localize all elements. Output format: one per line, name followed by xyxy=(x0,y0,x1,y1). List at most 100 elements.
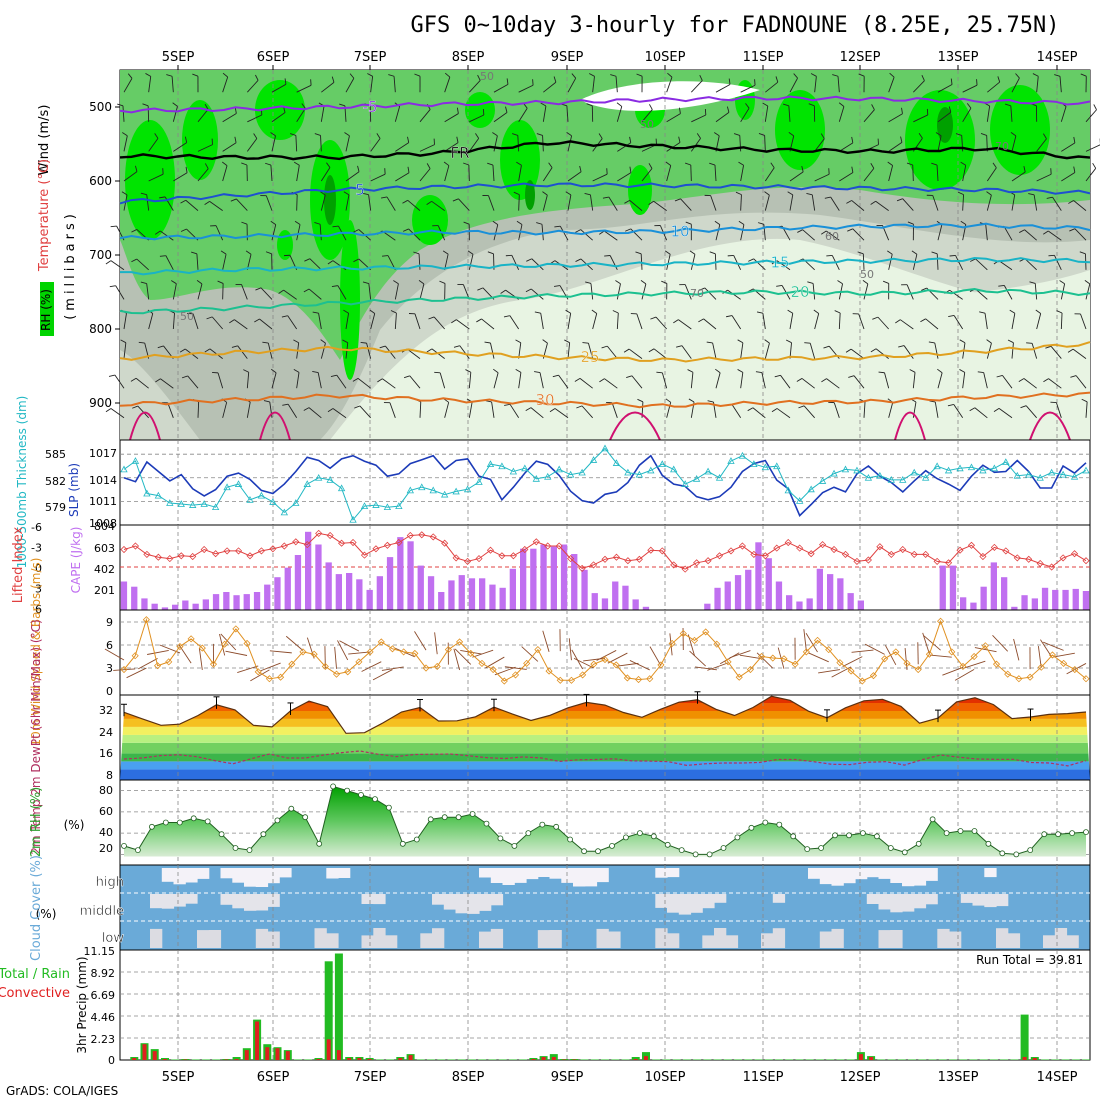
wind-barb-flag xyxy=(588,73,595,77)
wind-speed-marker xyxy=(165,658,173,666)
wind-barb-flag xyxy=(896,198,903,202)
wind-barb xyxy=(851,200,865,211)
surface-wind-barb xyxy=(616,662,639,667)
rh-marker xyxy=(887,845,894,851)
cloud-block-middle xyxy=(866,894,880,904)
wind-barb xyxy=(296,224,301,241)
li-marker xyxy=(750,550,758,558)
li-marker xyxy=(166,555,174,563)
cape-bar xyxy=(427,576,435,610)
wind-barb-flag xyxy=(154,133,159,139)
surface-wind-barb xyxy=(285,635,304,651)
cloud-block-low xyxy=(772,928,786,948)
cape-bar xyxy=(990,562,997,610)
wind-barb-flag xyxy=(648,200,654,205)
surface-wind-barb xyxy=(372,669,393,681)
precip-total-bar xyxy=(304,1059,313,1060)
precip-total-bar xyxy=(723,1059,732,1060)
rh-marker xyxy=(260,831,267,838)
cape-tick-label: 402 xyxy=(94,563,115,576)
wind-barb-flag xyxy=(303,407,310,411)
wind-barb-flag xyxy=(281,315,288,318)
wind-barb xyxy=(1048,230,1062,241)
wind-barb xyxy=(962,372,966,389)
wind-barb-flag xyxy=(1046,196,1053,199)
cape-bar xyxy=(1031,598,1038,610)
wind-barb-flag xyxy=(487,162,494,166)
wind-barb-flag xyxy=(676,345,683,348)
wind-barb xyxy=(308,288,322,300)
thickness-marker xyxy=(830,469,838,477)
wind-barb-flag xyxy=(130,377,137,382)
rh-marker xyxy=(623,834,629,841)
wind-barb xyxy=(863,283,869,300)
pressure-tick-label: 700 xyxy=(89,248,112,262)
wind-barb-flag xyxy=(1045,345,1052,349)
cloud-block-middle xyxy=(361,894,374,904)
cape-bar xyxy=(806,598,813,610)
thickness-marker xyxy=(1002,458,1010,465)
wind-barb xyxy=(211,316,224,330)
thickness-marker xyxy=(601,444,609,452)
cloud-block-middle xyxy=(373,894,386,905)
wind-barb-flag xyxy=(920,318,926,323)
wind-barb xyxy=(1011,342,1014,359)
slp-series xyxy=(120,444,1090,523)
wind-barb-flag xyxy=(586,103,593,107)
wind-barb xyxy=(518,342,522,359)
wind-speed-marker xyxy=(668,639,676,648)
wind-barb xyxy=(419,109,431,123)
thickness-marker xyxy=(452,487,460,495)
rh-marker xyxy=(1027,847,1034,853)
li-marker xyxy=(1036,559,1044,568)
precip-conv-bar xyxy=(275,1048,280,1060)
thickness-marker xyxy=(818,477,827,484)
rh-marker xyxy=(288,805,295,812)
wind-barb xyxy=(590,283,594,300)
wind-barb xyxy=(852,228,865,241)
cloud-block-low xyxy=(890,930,903,948)
surface-wind-barb xyxy=(337,640,349,661)
wind-speed-marker xyxy=(209,660,218,668)
rh-marker xyxy=(609,843,615,849)
wind-barb xyxy=(987,81,1000,93)
rh-marker xyxy=(818,845,824,851)
cloud-block-middle xyxy=(902,894,915,912)
wind-barb xyxy=(833,402,840,418)
cloud-band-label: high xyxy=(96,875,124,890)
thickness-marker xyxy=(910,468,918,476)
li-tick-label: -6 xyxy=(31,521,42,534)
wind-barb xyxy=(296,84,312,93)
thickness-marker xyxy=(841,465,850,473)
wind-barb xyxy=(1073,200,1087,211)
li-marker xyxy=(967,541,976,549)
thickness-marker xyxy=(418,483,426,491)
wind-barb-flag xyxy=(604,255,611,257)
wind-barb xyxy=(903,345,914,359)
wind-barb-flag xyxy=(602,196,609,199)
wind-barb-flag xyxy=(807,281,814,284)
wind-barb xyxy=(419,168,431,182)
wind-barb-flag xyxy=(1018,378,1025,382)
wind-barb xyxy=(222,142,237,152)
thickness-marker xyxy=(967,463,976,471)
wind-barb-flag xyxy=(204,163,209,169)
wind-barb-flag xyxy=(870,348,877,353)
cape-bar xyxy=(161,607,169,610)
thickness-marker xyxy=(395,502,403,510)
precip-total-bar xyxy=(703,1059,712,1060)
wind-speed-marker xyxy=(914,665,922,674)
wind-barb xyxy=(246,138,258,152)
wind-barb xyxy=(530,288,544,300)
wind-barb xyxy=(853,375,865,389)
wind-barb-flag xyxy=(255,287,262,291)
wind-speed-marker xyxy=(489,665,497,674)
wind-barb-flag xyxy=(265,162,272,166)
surface-wind-barb xyxy=(250,669,270,682)
wind-barb xyxy=(1036,138,1047,152)
wind-barb xyxy=(123,171,138,182)
precip-conv-bar xyxy=(142,1044,147,1060)
surface-wind-barb xyxy=(1043,641,1064,651)
cape-bar xyxy=(294,555,302,610)
cape-bar xyxy=(233,595,240,610)
